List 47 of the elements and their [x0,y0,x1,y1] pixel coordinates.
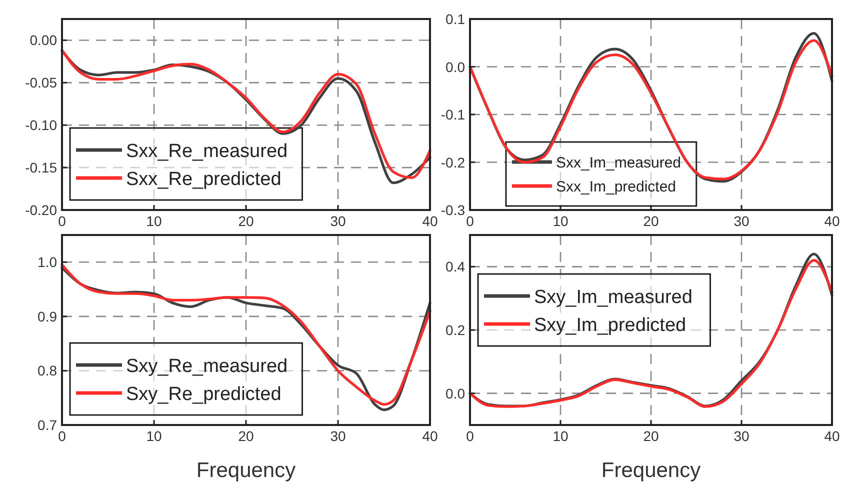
x-tick-label: 10 [552,213,568,229]
x-tick-label: 0 [58,428,66,444]
y-tick-label: 1.0 [38,254,58,270]
x-tick-label: 30 [330,213,346,229]
x-tick-label: 40 [824,213,840,229]
x-tick-label: 40 [422,213,438,229]
y-tick-label: 0.4 [446,258,466,275]
y-tick-label: 0.7 [38,417,58,433]
legend-label: Sxy_Re_predicted [126,384,282,405]
x-tick-label: 40 [824,428,840,444]
legend-label: Sxy_Im_predicted [534,314,686,336]
x-tick-label: 0 [58,213,66,229]
x-tick-label: 30 [734,428,750,444]
x-tick-label: 40 [422,428,438,444]
y-tick-label: 0.1 [446,11,466,27]
legend-label: Sxx_Im_predicted [556,178,676,196]
y-tick-label: -0.1 [440,106,466,122]
x-tick-label: 20 [643,428,659,444]
y-tick-label: -0.15 [25,160,58,176]
y-tick-label: 0.8 [38,362,58,379]
x-tick-label: 20 [238,213,254,229]
x-tick-label: 20 [643,213,659,229]
y-tick-label: 0.9 [38,308,58,324]
legend-label: Sxy_Im_measured [534,286,692,308]
y-tick-label: 0.0 [446,385,466,402]
x-tick-label: 30 [330,428,346,444]
x-tick-label: 10 [552,428,568,444]
x-tick-label: 0 [466,213,474,229]
y-tick-label: -0.20 [25,202,58,218]
x-tick-label: 10 [146,213,162,229]
y-tick-label: 0.2 [446,322,466,338]
y-tick-label: 0.00 [30,32,58,48]
x-tick-label: 30 [734,213,750,229]
y-tick-label: -0.10 [25,117,58,134]
legend-label: Sxx_Re_predicted [126,168,282,190]
x-tick-label: 0 [466,428,474,444]
x-tick-label: 20 [238,428,254,444]
legend-label: Sxx_Im_measured [556,154,682,172]
x-axis-title: Frequency [196,459,296,482]
x-tick-label: 10 [146,428,162,444]
y-tick-label: -0.05 [25,74,58,91]
x-axis-title: Frequency [601,459,702,482]
y-tick-label: 0.0 [446,58,466,75]
legend-label: Sxx_Re_measured [126,140,288,162]
y-tick-label: -0.3 [440,202,466,218]
y-tick-label: -0.2 [440,154,466,170]
legend-label: Sxy_Re_measured [126,356,288,377]
